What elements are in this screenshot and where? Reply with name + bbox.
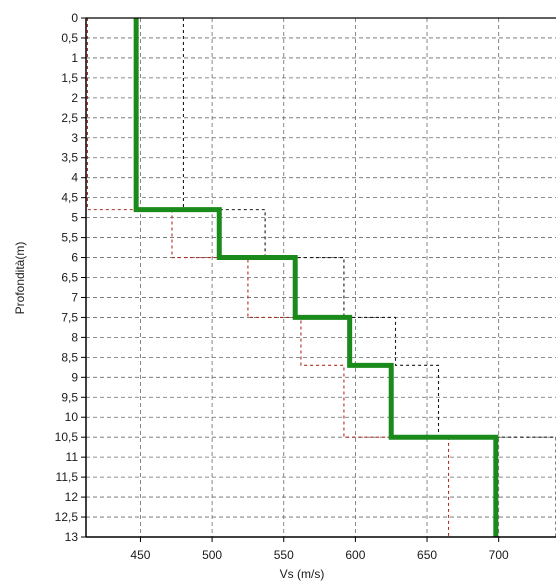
series-layer bbox=[86, 18, 556, 537]
y-tick-label: 0 bbox=[71, 11, 78, 25]
y-tick-label: 3 bbox=[71, 131, 78, 145]
y-tick-label: 1 bbox=[71, 51, 78, 65]
y-tick-label: 0,5 bbox=[61, 31, 78, 45]
y-axis-label: Profondità(m) bbox=[13, 242, 27, 315]
x-tick-label: 600 bbox=[345, 548, 365, 562]
y-tick-label: 10,5 bbox=[55, 430, 79, 444]
y-tick-label: 5,5 bbox=[61, 231, 78, 245]
x-tick-label: 650 bbox=[417, 548, 437, 562]
grid bbox=[86, 17, 556, 538]
y-tick-label: 10 bbox=[65, 410, 79, 424]
series-line-main bbox=[133, 18, 499, 537]
y-tick-label: 7,5 bbox=[61, 310, 78, 324]
x-tick-label: 500 bbox=[202, 548, 222, 562]
x-tick-label: 700 bbox=[489, 548, 509, 562]
y-tick-labels: 00,511,522,533,544,555,566,577,588,599,5… bbox=[55, 11, 79, 544]
y-tick-label: 7 bbox=[71, 290, 78, 304]
y-tick-label: 11 bbox=[66, 450, 79, 464]
y-tick-label: 12,5 bbox=[55, 510, 79, 524]
y-tick-label: 6 bbox=[71, 251, 78, 265]
y-tick-label: 6,5 bbox=[61, 271, 78, 285]
y-tick-label: 12 bbox=[65, 490, 79, 504]
y-tick-label: 8,5 bbox=[61, 350, 78, 364]
x-axis-label: Vs (m/s) bbox=[280, 567, 325, 581]
series-line-lower bbox=[86, 18, 450, 537]
y-tick-label: 4,5 bbox=[61, 191, 78, 205]
y-tick-label: 5 bbox=[71, 211, 78, 225]
y-tick-label: 2,5 bbox=[61, 111, 78, 125]
x-tick-labels: 450 500 550 600 650 700 bbox=[130, 548, 509, 562]
y-tick-label: 3,5 bbox=[61, 151, 78, 165]
plot-frame bbox=[81, 17, 556, 542]
y-tick-label: 8 bbox=[71, 330, 78, 344]
y-tick-label: 4 bbox=[71, 171, 78, 185]
y-tick-label: 2 bbox=[71, 91, 78, 105]
x-tick-label: 450 bbox=[130, 548, 150, 562]
x-tick-label: 550 bbox=[274, 548, 294, 562]
y-tick-label: 13 bbox=[65, 530, 79, 544]
series-line-upper bbox=[182, 18, 556, 537]
y-tick-label: 1,5 bbox=[61, 71, 78, 85]
y-tick-label: 9,5 bbox=[61, 390, 78, 404]
y-tick-label: 11,5 bbox=[56, 470, 79, 484]
y-tick-label: 9 bbox=[71, 370, 78, 384]
